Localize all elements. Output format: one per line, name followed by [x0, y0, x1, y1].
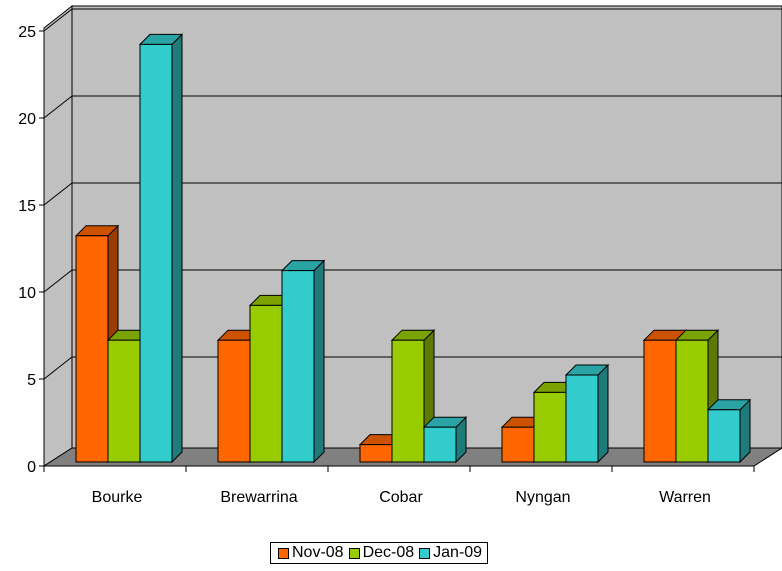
x-tick-label: Cobar [379, 489, 423, 506]
x-axis: Bourke Brewarrina Cobar Nyngan Warren [43, 465, 755, 506]
bar-front-face [501, 426, 535, 463]
bar-front-face [139, 43, 173, 463]
legend-swatch-nov-08 [278, 547, 289, 559]
bar-front-face [359, 444, 393, 463]
bar-front-face [249, 304, 283, 463]
bar-front-face [423, 426, 457, 463]
y-tick-label: 20 [18, 111, 36, 128]
legend-swatch-jan-09 [419, 547, 431, 559]
x-tick-label: Warren [659, 489, 711, 506]
legend-label-jan-09: Jan-09 [433, 544, 483, 561]
x-tick-label: Bourke [92, 489, 143, 506]
y-tick-label: 5 [27, 372, 36, 389]
bar-front-face [565, 374, 599, 463]
bar-front-face [707, 409, 741, 463]
bar-jan-09 [564, 363, 610, 464]
legend-item-jan-09: Jan-09 [419, 544, 482, 562]
y-tick-label: 10 [18, 285, 36, 302]
bar-front-face [107, 339, 141, 463]
bar-jan-09 [422, 415, 468, 464]
gridline-side [43, 182, 73, 206]
bar-side-face [597, 363, 609, 464]
bar-front-face [643, 339, 677, 463]
y-tick-label: 0 [27, 459, 36, 476]
x-tick-label: Nyngan [515, 489, 570, 506]
gridline-side [43, 269, 73, 293]
bar-front-face [217, 339, 251, 463]
bar-front-face [281, 270, 315, 463]
legend-label-nov-08: Nov-08 [292, 544, 344, 561]
legend: Nov-08 Dec-08 Jan-09 [270, 542, 489, 564]
legend-label-dec-08: Dec-08 [362, 544, 415, 561]
bar-jan-09 [706, 398, 752, 464]
bar-side-face [171, 33, 183, 464]
gridline-side [43, 356, 73, 380]
bar-front-face [75, 235, 109, 463]
bar-side-face [313, 259, 325, 464]
legend-item-dec-08: Dec-08 [348, 544, 415, 562]
y-axis: 0 5 10 15 20 25 [18, 24, 45, 476]
bar-front-face [675, 339, 709, 463]
bar-jan-09 [138, 33, 184, 464]
chart-side-wall [43, 4, 73, 467]
gridline-side [43, 8, 73, 32]
bars [74, 33, 752, 464]
bar-jan-09 [280, 259, 326, 464]
y-tick-label: 15 [18, 198, 36, 215]
bar-side-face [739, 398, 751, 464]
legend-swatch-dec-08 [348, 547, 360, 559]
bar-front-face [533, 391, 567, 463]
bar-front-face [391, 339, 425, 463]
gridline-side [43, 95, 73, 119]
legend-item-nov-08: Nov-08 [278, 544, 344, 562]
y-tick-label: 25 [18, 24, 36, 41]
x-tick-label: Brewarrina [220, 489, 297, 506]
